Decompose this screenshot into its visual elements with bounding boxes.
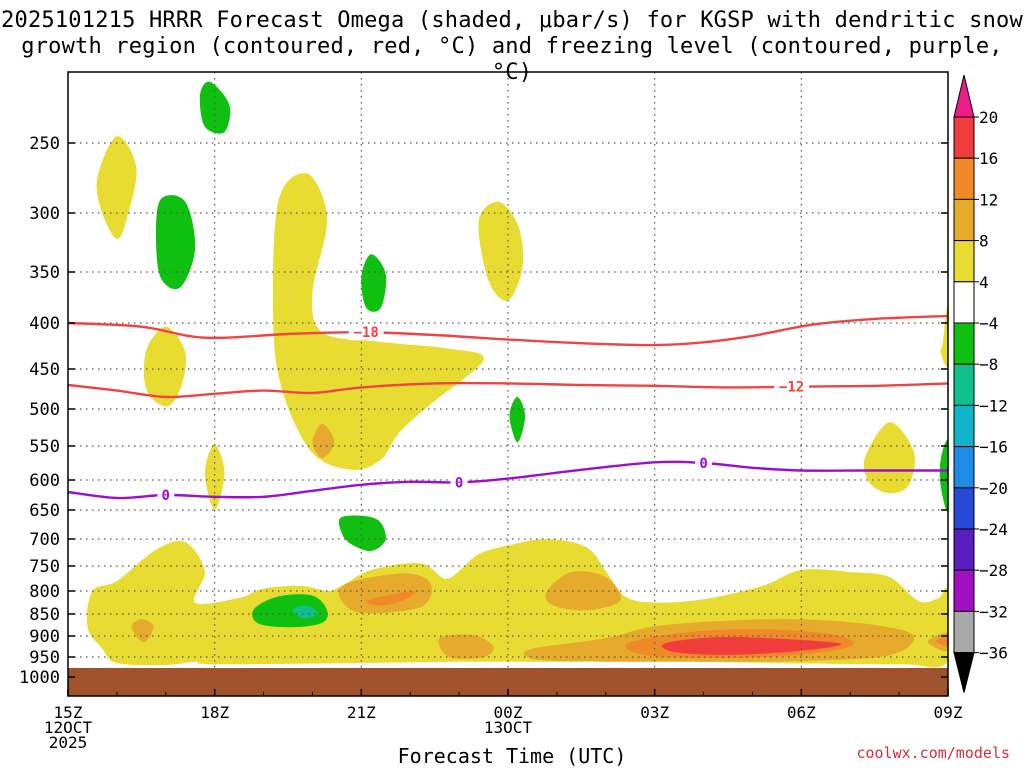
omega-pos-8-f	[312, 423, 335, 459]
colorbar-label-1: 16	[979, 149, 998, 168]
y-tick-label-950: 950	[29, 648, 60, 668]
y-tick-label-500: 500	[29, 400, 60, 420]
colorbar-label-7: −12	[979, 396, 1008, 415]
colorbar-swatch-1	[953, 116, 975, 159]
colorbar-swatch-6	[953, 322, 975, 365]
x-tick-label-0-1: 12OCT	[44, 718, 93, 737]
freezing_level-label-0: 0	[162, 488, 170, 504]
colorbar-label-5: −4	[979, 314, 998, 333]
omega-neg-4-a	[199, 81, 231, 134]
x-tick-label-9-1: 13OCT	[484, 718, 533, 737]
colorbar-swatch-8	[953, 404, 975, 448]
colorbar-swatch-7	[953, 363, 975, 406]
omega-pos-12-c	[935, 636, 948, 647]
temperature-contours: −18 −12 0 0 0	[68, 314, 948, 504]
chart-title-line-2: growth region (contoured, red, °C) and f…	[21, 34, 1003, 85]
colorbar-label-10: −24	[979, 520, 1008, 539]
x-tick-label-0-0: 15Z	[54, 703, 83, 722]
omega-neg-4-e	[338, 515, 386, 552]
colorbar-label-2: 12	[979, 190, 998, 209]
dgz_upper-line	[68, 314, 948, 347]
y-tick-label-250: 250	[29, 134, 60, 154]
omega-neg-8-a	[292, 605, 318, 619]
omega-pos-550-650-e	[204, 444, 225, 510]
omega-neg-4-d	[509, 396, 526, 443]
y-tick-label-350: 350	[29, 263, 60, 283]
x-tick-label-18-0: 09Z	[934, 703, 963, 722]
colorbar-label-8: −16	[979, 438, 1008, 457]
omega-pos-8-a	[338, 573, 432, 614]
chart-title-line-1: 2025101215 HRRR Forecast Omega (shaded, …	[1, 8, 1023, 33]
omega-pos-16-a	[661, 636, 842, 655]
omega-pos-8-b	[545, 571, 622, 611]
omega-pos-530-620-f	[863, 422, 915, 494]
y-tick-label-550: 550	[29, 437, 60, 457]
y-tick-label-700: 700	[29, 530, 60, 550]
freezing_level-label-1: 0	[455, 475, 463, 491]
y-tick-label-900: 900	[29, 627, 60, 647]
colorbar-swatch-10	[953, 487, 975, 530]
omega-pos-8-e	[131, 619, 154, 643]
omega-shading	[86, 81, 948, 668]
colorbar-swatch-5	[953, 281, 975, 324]
y-tick-label-850: 850	[29, 605, 60, 625]
omega-pos-300-350-c	[478, 201, 524, 301]
x-axis-title: Forecast Time (UTC)	[397, 744, 627, 768]
colorbar-label-11: −28	[979, 561, 1008, 580]
freezing_level-label-2: 0	[699, 456, 707, 472]
omega-pos-300-550-b	[272, 173, 484, 470]
colorbar-label-4: 4	[979, 273, 989, 292]
x-tick-label-15-0: 06Z	[787, 703, 816, 722]
freezing_level-label-bg-0	[157, 487, 175, 503]
y-tick-label-750: 750	[29, 557, 60, 577]
omega-pos-380-450-g	[940, 302, 948, 367]
y-axis: 2503003504004505005506006507007508008509…	[19, 134, 948, 688]
y-tick-label-600: 600	[29, 471, 60, 491]
colorbar-label-3: 8	[979, 232, 989, 251]
colorbar-label-12: −32	[979, 602, 1008, 621]
omega-neg-4-g	[939, 440, 948, 512]
y-tick-label-650: 650	[29, 501, 60, 521]
y-tick-label-1000: 1000	[19, 668, 60, 688]
freezing_level-label-bg-1	[450, 474, 468, 491]
x-tick-label-9-0: 00Z	[494, 703, 523, 722]
y-tick-label-450: 450	[29, 360, 60, 380]
omega-pos-12-b	[366, 590, 416, 606]
omega-neg-4-b	[156, 195, 196, 290]
dgz_lower-label-0: −12	[779, 380, 804, 396]
omega-neg-4-f	[252, 594, 328, 628]
colorbar-swatch-0	[953, 74, 975, 118]
colorbar-label-6: −8	[979, 355, 998, 374]
colorbar: 20 16 12 8 4 −4 −8 −12 −16 −20 −24 −28 −32 −36	[953, 74, 1008, 693]
colorbar-swatch-2	[953, 157, 975, 200]
colorbar-swatch-3	[953, 198, 975, 242]
colorbar-label-13: −36	[979, 644, 1008, 663]
colorbar-label-0: 20	[979, 108, 998, 127]
colorbar-swatch-11	[953, 528, 975, 571]
omega-pos-250-300-a	[96, 136, 137, 240]
x-tick-label-3-0: 18Z	[200, 703, 229, 722]
colorbar-swatch-14	[953, 652, 975, 693]
x-tick-label-6-0: 21Z	[347, 703, 376, 722]
freezing_level-label-bg-2	[695, 455, 713, 471]
y-tick-label-300: 300	[29, 204, 60, 224]
dgz_upper-label-0: −18	[354, 325, 379, 341]
omega-pos-8-c	[438, 634, 494, 659]
colorbar-swatch-13	[953, 610, 975, 654]
y-tick-label-800: 800	[29, 582, 60, 602]
colorbar-swatch-12	[953, 569, 975, 612]
y-tick-label-400: 400	[29, 314, 60, 334]
omega-neg-4-c	[361, 254, 387, 312]
omega-pos-400-500-d	[143, 326, 187, 407]
colorbar-swatch-4	[953, 240, 975, 283]
dgz_lower-label-bg-0	[774, 378, 810, 395]
colorbar-label-9: −20	[979, 479, 1008, 498]
credit-text: coolwx.com/models	[856, 744, 1010, 762]
dgz_upper-label-bg-0	[348, 324, 384, 341]
colorbar-swatch-9	[953, 446, 975, 489]
x-tick-label-12-0: 03Z	[640, 703, 669, 722]
x-tick-label-0-2: 2025	[49, 733, 88, 752]
